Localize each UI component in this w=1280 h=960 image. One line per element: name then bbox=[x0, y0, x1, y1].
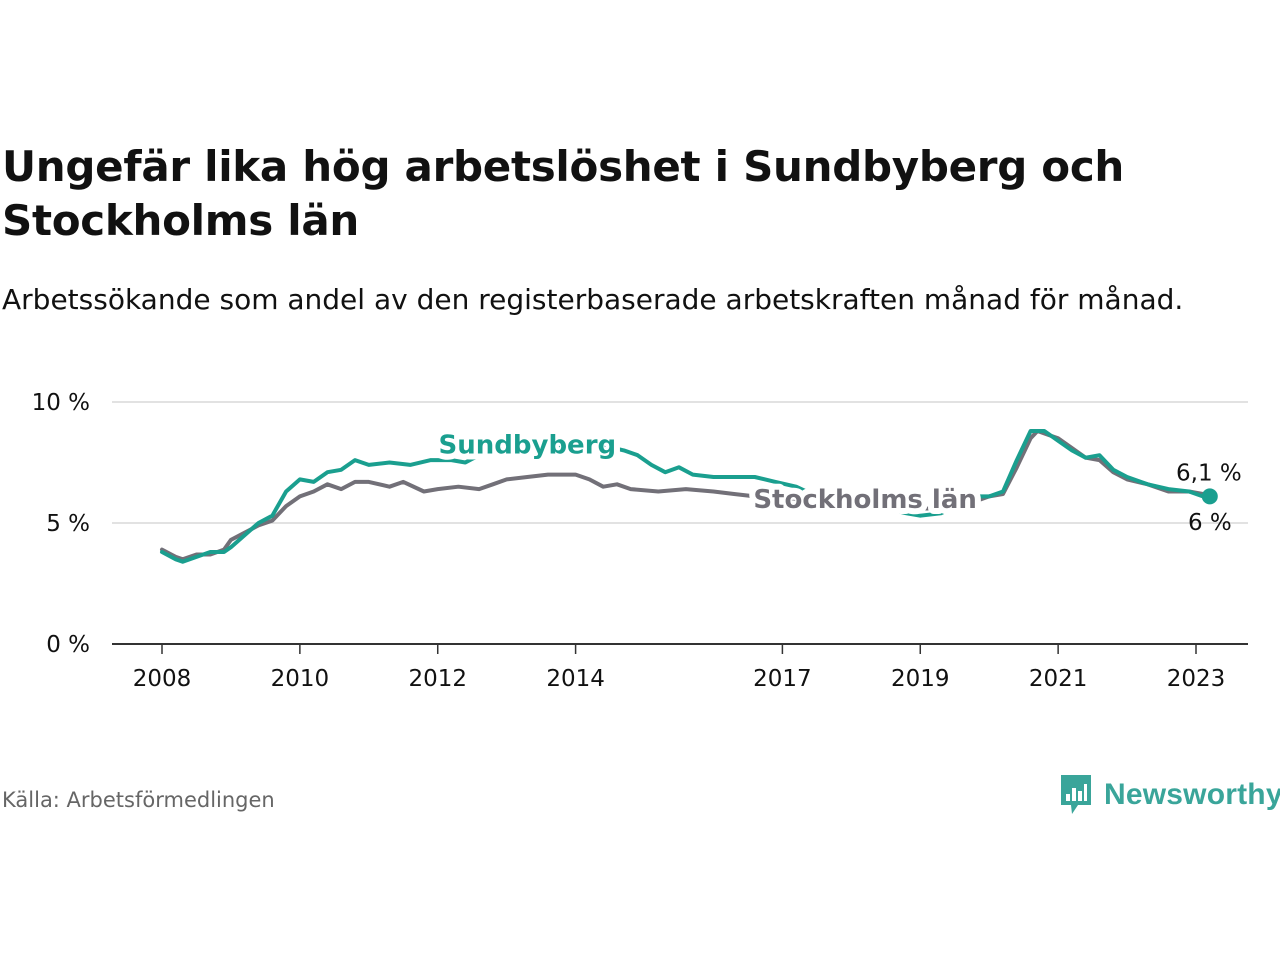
y-axis-ticks: 0 % 5 % 10 % bbox=[32, 390, 90, 658]
end-label-stockholm: 6 % bbox=[1188, 510, 1232, 536]
x-tick-label: 2019 bbox=[891, 666, 950, 692]
x-tick-label: 2010 bbox=[271, 666, 330, 692]
series-lines bbox=[160, 429, 1212, 564]
x-tick-label: 2021 bbox=[1029, 666, 1088, 692]
newsworthy-logo-icon bbox=[1061, 775, 1091, 814]
y-tick-label: 5 % bbox=[46, 511, 90, 537]
series-line-stockholms-län bbox=[160, 429, 1212, 562]
x-tick-label: 2014 bbox=[546, 666, 605, 692]
x-tick-label: 2012 bbox=[408, 666, 467, 692]
source-note: Källa: Arbetsförmedlingen bbox=[2, 788, 275, 812]
end-label-sundbyberg: 6,1 % bbox=[1176, 460, 1242, 486]
chart-subtitle: Arbetssökande som andel av den registerb… bbox=[2, 283, 1184, 316]
series-labels: Stockholms län Sundbyberg 6,1 % 6 % bbox=[433, 424, 1242, 536]
series-end-dot bbox=[1201, 488, 1218, 505]
chart-title: Ungefär lika hög arbetslöshet i Sundbybe… bbox=[2, 142, 1125, 245]
brand-name: Newsworthy bbox=[1104, 778, 1280, 811]
x-tick-label: 2023 bbox=[1167, 666, 1226, 692]
brand-logo: Newsworthy bbox=[1058, 772, 1280, 818]
x-tick-label: 2017 bbox=[753, 666, 812, 692]
y-tick-label: 10 % bbox=[32, 390, 90, 416]
series-label-stockholms-län: Stockholms län bbox=[753, 485, 977, 515]
y-tick-label: 0 % bbox=[46, 632, 90, 658]
x-tick-label: 2008 bbox=[133, 666, 192, 692]
gridlines bbox=[112, 401, 1248, 645]
series-line-sundbyberg bbox=[160, 429, 1212, 564]
x-axis-ticks: 2008 2010 2012 2014 2017 2019 2021 2023 bbox=[133, 644, 1226, 692]
line-chart: 0 %5 %10 % 2008 2010 2012 2014 2017 2019 2021 2… bbox=[32, 390, 1248, 692]
series-label-sundbyberg: Sundbyberg bbox=[439, 430, 617, 460]
